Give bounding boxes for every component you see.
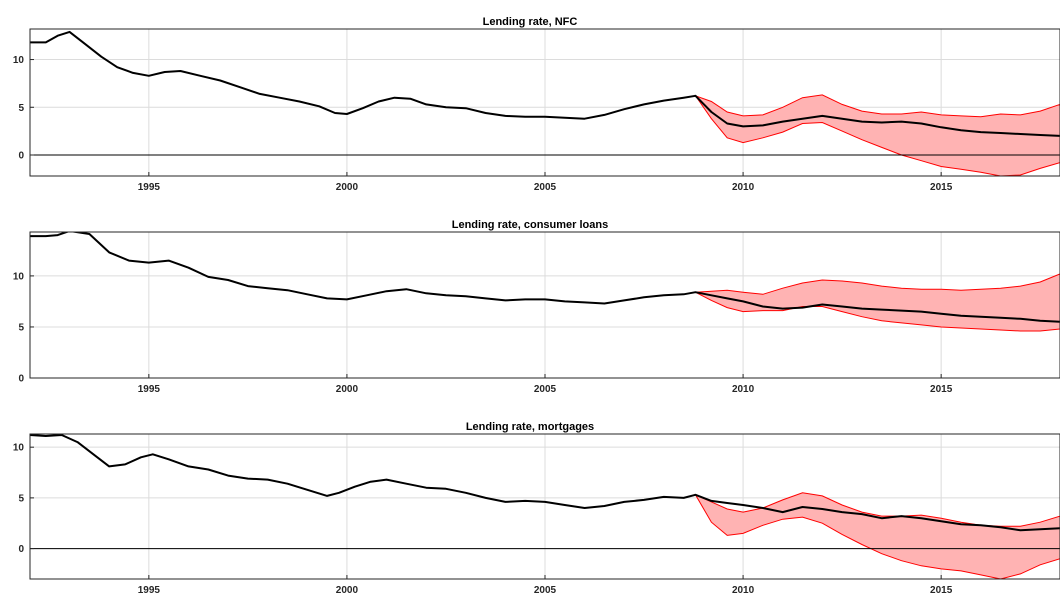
x-tick-label: 2000 [336, 585, 359, 596]
x-tick-label: 2005 [534, 182, 557, 193]
y-tick-label: 5 [18, 493, 24, 504]
x-tick-label: 2010 [732, 182, 755, 193]
y-tick-label: 5 [18, 322, 24, 333]
y-tick-label: 0 [18, 151, 24, 162]
x-tick-label: 2005 [534, 384, 557, 395]
chart-panel-1: 0 5 10 1995 2000 2005 2010 2015 Lending rate, NF… [13, 16, 1060, 193]
x-tick-label: 2005 [534, 585, 557, 596]
y-tick-label: 10 [13, 443, 25, 454]
chart-title: Lending rate, NFC [483, 16, 578, 28]
y-tick-label: 10 [13, 55, 25, 66]
x-tick-label: 1995 [138, 585, 161, 596]
x-tick-label: 2000 [336, 182, 359, 193]
x-tick-label: 1995 [138, 384, 161, 395]
x-tick-label: 2015 [930, 384, 953, 395]
x-tick-label: 2010 [732, 585, 755, 596]
x-tick-label: 1995 [138, 182, 161, 193]
y-tick-label: 10 [13, 271, 25, 282]
chart-title: Lending rate, consumer loans [452, 219, 608, 231]
chart-panel-3: 0 5 10 1995 2000 2005 2010 2015 Lending rate, mo… [13, 421, 1060, 596]
x-tick-label: 2000 [336, 384, 359, 395]
chart-panel-2: 0 5 10 1995 2000 2005 2010 2015 Lending rate, co… [13, 219, 1060, 395]
y-tick-label: 5 [18, 103, 24, 114]
x-tick-label: 2015 [930, 182, 953, 193]
y-tick-label: 0 [18, 374, 24, 385]
x-tick-label: 2010 [732, 384, 755, 395]
chart-title: Lending rate, mortgages [466, 421, 594, 433]
x-tick-label: 2015 [930, 585, 953, 596]
y-tick-label: 0 [18, 544, 24, 555]
